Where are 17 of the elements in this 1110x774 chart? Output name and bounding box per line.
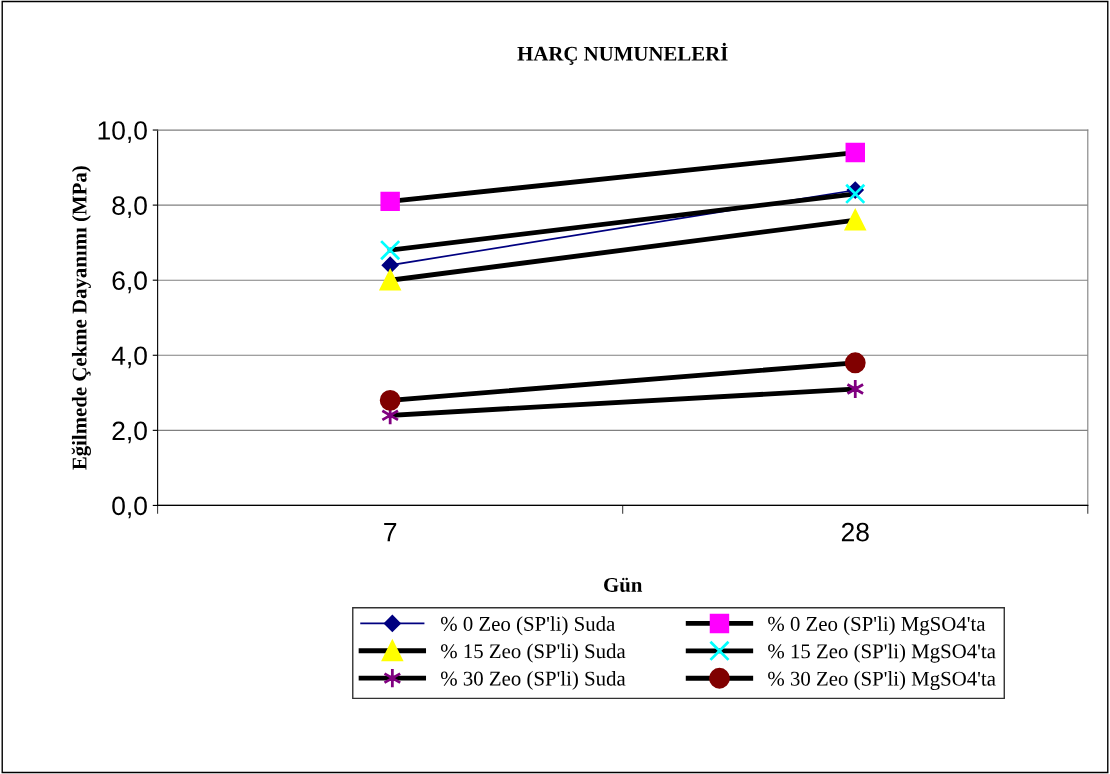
y-tick-label: 6,0 (112, 271, 147, 294)
y-tick-label: 0,0 (112, 496, 147, 519)
legend-label: % 0 Zeo (SP'li) Suda (440, 616, 616, 636)
x-tick-label: 28 (841, 522, 869, 542)
x-tick-label: 7 (384, 523, 397, 542)
x-axis-title: Gün (604, 577, 643, 592)
legend-label: % 30 Zeo (SP'li) MgSO4'ta (768, 671, 996, 691)
y-tick-label: 10,0 (98, 121, 147, 143)
legend-label: % 0 Zeo (SP'li) MgSO4'ta (768, 616, 986, 636)
legend-label: % 15 Zeo (SP'li) MgSO4'ta (768, 643, 996, 663)
y-tick-label: 2,0 (112, 421, 147, 444)
y-tick-label: 8,0 (112, 196, 147, 219)
y-axis-title: Eğilmede Çekme Dayanımı (MPa) (71, 166, 91, 470)
legend-label: % 30 Zeo (SP'li) Suda (440, 670, 626, 690)
y-tick-label: 4,0 (111, 346, 147, 369)
legend-label: % 15 Zeo (SP'li) Suda (440, 643, 626, 663)
chart-title: HARÇ NUMUNELERİ (517, 42, 728, 65)
